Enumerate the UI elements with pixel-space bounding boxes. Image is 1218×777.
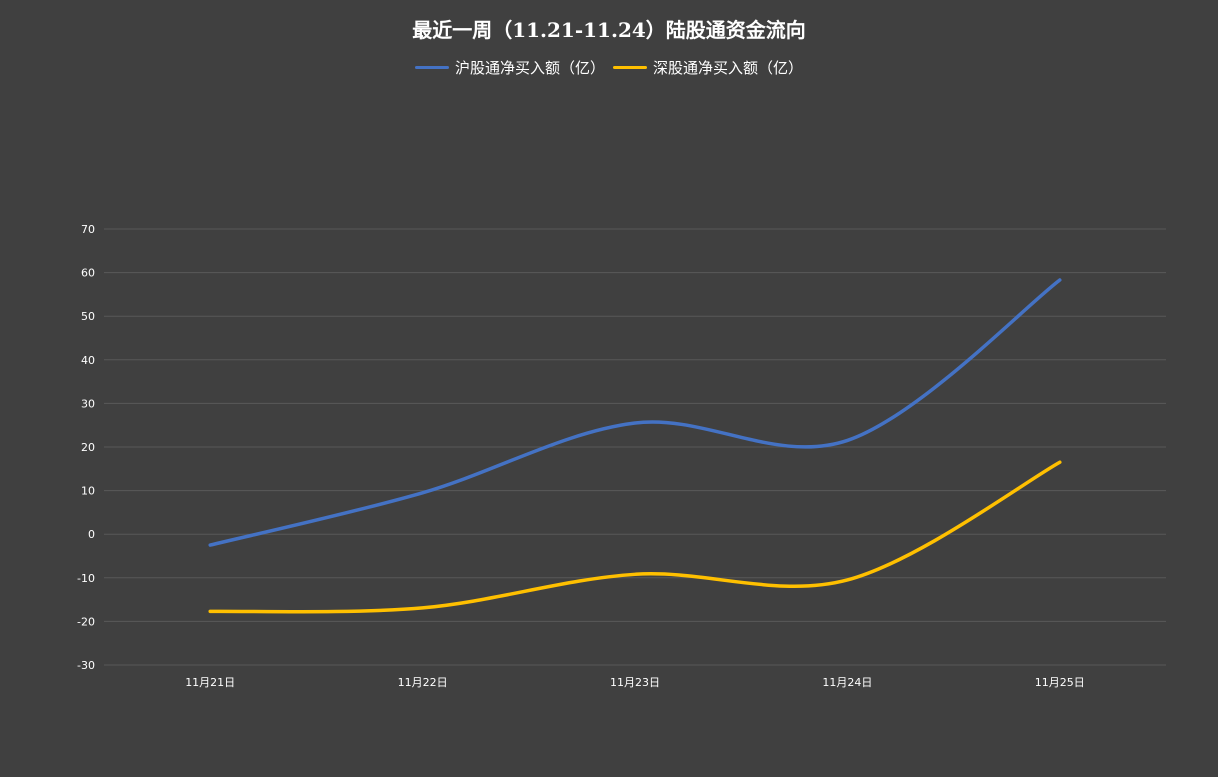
x-tick-label: 11月22日 xyxy=(398,676,448,689)
x-tick-label: 11月24日 xyxy=(822,676,872,689)
shenzhen-point-4[interactable] xyxy=(1056,458,1064,466)
series-lines xyxy=(206,276,1064,615)
y-tick-label: 30 xyxy=(81,397,95,410)
shanghai-point-1[interactable] xyxy=(419,489,427,497)
shanghai-point-2[interactable] xyxy=(631,419,639,427)
y-tick-label: 70 xyxy=(81,223,95,236)
shanghai-point-4[interactable] xyxy=(1056,276,1064,284)
y-tick-label: -10 xyxy=(77,572,95,585)
legend-label-shanghai: 沪股通净买入额（亿） xyxy=(454,59,605,77)
x-tick-label: 11月21日 xyxy=(185,676,235,689)
gridlines xyxy=(104,228,1166,666)
series-line-shenzhen[interactable] xyxy=(208,460,1062,614)
shenzhen-point-3[interactable] xyxy=(843,576,851,584)
x-tick-label: 11月25日 xyxy=(1035,676,1085,689)
legend: 沪股通净买入额（亿） 深股通净买入额（亿） xyxy=(0,57,1218,78)
chart-title: 最近一周（11.21-11.24）陆股通资金流向 xyxy=(412,18,806,42)
y-axis-ticks: 70 60 50 40 30 20 10 0 -10 -20 -30 xyxy=(77,223,95,672)
shanghai-point-0[interactable] xyxy=(206,541,214,549)
y-tick-label: 0 xyxy=(88,528,95,541)
shenzhen-point-0[interactable] xyxy=(206,607,214,615)
x-axis-ticks: 11月21日 11月22日 11月23日 11月24日 11月25日 xyxy=(185,676,1085,689)
y-tick-label: 40 xyxy=(81,354,95,367)
series-line-shanghai[interactable] xyxy=(208,278,1062,547)
y-tick-label: -20 xyxy=(77,615,95,628)
y-tick-label: -30 xyxy=(77,659,95,672)
legend-swatch-shenzhen xyxy=(613,66,647,69)
x-tick-label: 11月23日 xyxy=(610,676,660,689)
y-tick-label: 10 xyxy=(81,485,95,498)
y-tick-label: 50 xyxy=(81,310,95,323)
y-tick-label: 60 xyxy=(81,267,95,280)
legend-label-shenzhen: 深股通净买入额（亿） xyxy=(653,59,804,77)
y-tick-label: 20 xyxy=(81,441,95,454)
shenzhen-point-2[interactable] xyxy=(631,570,639,578)
legend-swatch-shanghai xyxy=(414,66,449,69)
legend-item-shenzhen[interactable]: 深股通净买入额（亿） xyxy=(613,57,803,78)
shenzhen-point-1[interactable] xyxy=(419,604,427,612)
legend-item-shanghai[interactable]: 沪股通净买入额（亿） xyxy=(414,57,605,78)
shanghai-point-3[interactable] xyxy=(843,436,851,444)
